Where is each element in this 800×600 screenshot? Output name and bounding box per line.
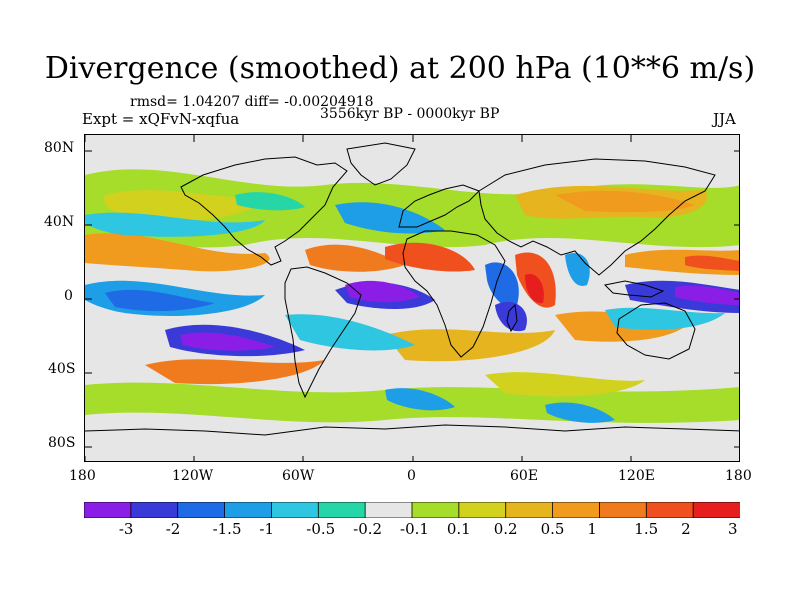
colorbar-label: -3 (118, 520, 134, 538)
y-axis-label-40n: 40N (44, 214, 75, 230)
coastlines (85, 142, 739, 436)
colorbar-label: 3 (728, 520, 738, 538)
contour-region-neg15-25 (485, 262, 519, 307)
x-axis-label-120w: 120W (172, 468, 214, 484)
divergence-field-map (85, 135, 739, 461)
contour-region-neg1-17 (335, 202, 445, 234)
coastline-australia (616, 302, 696, 360)
colorbar-swatch (224, 502, 273, 518)
map-panel (84, 134, 740, 462)
contour-region-pos05-12 (385, 329, 555, 362)
contour-region-pos2-10 (685, 255, 739, 271)
colorbar-swatch (130, 502, 179, 518)
colorbar-label: -2 (165, 520, 181, 538)
contour-region-neg15-19 (105, 289, 215, 312)
colorbar-swatch (692, 502, 740, 518)
contour-region-pos02-1 (104, 190, 276, 222)
season-label: JJA (713, 110, 736, 128)
colorbar-swatch (599, 502, 648, 518)
contour-region-pos1-4 (85, 233, 270, 272)
colorbar-swatch (505, 502, 554, 518)
contour-region-pos2-6 (385, 242, 475, 272)
colorbar-swatch (411, 502, 460, 518)
coastline-south-america (284, 266, 362, 399)
coastline-indonesia (603, 280, 665, 298)
y-axis-label-80n: 80N (44, 140, 75, 156)
colorbar-swatch (317, 502, 367, 518)
colorbar-label: 0.1 (446, 520, 471, 538)
coastline-antarctica (85, 424, 739, 436)
colorbar-label: 2 (681, 520, 691, 538)
contour-region-neg02-33 (235, 192, 305, 211)
contour-region-pos02-15 (485, 372, 645, 397)
coastline-madagascar (506, 303, 518, 333)
contour-region-neg1-31 (385, 388, 455, 411)
contour-region-neg1-32 (545, 402, 615, 423)
colorbar-swatch (645, 502, 695, 518)
contour-region-pos3-8 (525, 274, 544, 304)
coastline-asia (478, 158, 716, 276)
contour-region-neg3-21 (180, 332, 275, 351)
colorbar-swatch (271, 502, 320, 518)
x-axis-label-60w: 60W (282, 468, 315, 484)
x-axis-label-180e: 180 (725, 468, 752, 484)
colorbar-swatch (84, 502, 132, 518)
colorbar-label: 0.2 (493, 520, 518, 538)
contour-region-pos15-11 (145, 359, 325, 385)
colorbar-label: -0.1 (400, 520, 429, 538)
stats-line: rmsd= 1.04207 diff= -0.00204918 (130, 94, 374, 110)
colorbar-label: -0.5 (306, 520, 336, 538)
contour-region-pos1-3 (555, 190, 695, 213)
x-axis-label-120e: 120E (618, 468, 655, 484)
colorbar-label: -1.5 (212, 520, 242, 538)
colorbar-label: 1.5 (634, 520, 659, 538)
contour-region-neg05-30 (605, 307, 725, 330)
colorbar-label: 0.5 (540, 520, 565, 538)
colorbar-label: 1 (587, 520, 597, 538)
colorbar-label: -0.2 (353, 520, 383, 538)
colorbar-swatch (177, 502, 226, 518)
contour-region-pos15-5 (305, 244, 405, 272)
contour-region-neg3-24 (345, 280, 420, 303)
colorbar-swatch (552, 502, 601, 518)
contour-region-neg2-26 (495, 301, 527, 332)
x-axis-label-0: 0 (407, 468, 416, 484)
y-axis-label-80s: 80S (48, 435, 76, 451)
contour-region-neg3-29 (675, 285, 739, 305)
plot-title: Divergence (smoothed) at 200 hPa (10**6 … (44, 51, 756, 86)
divergence-contours (85, 169, 739, 423)
contour-region-neg05-22 (285, 314, 415, 351)
coastline-africa (402, 230, 506, 358)
axis-ticks (85, 135, 739, 461)
colorbar-swatch (364, 502, 413, 518)
x-axis-label-60e: 60E (510, 468, 539, 484)
x-axis-label-180w: 180 (69, 468, 96, 484)
y-axis-label-40s: 40S (48, 361, 76, 377)
contour-region-neg05-16 (85, 212, 265, 237)
colorbar-label: -1 (259, 520, 275, 538)
coastline-north-america (180, 156, 348, 266)
colorbar (84, 502, 740, 518)
experiment-label: Expt = xQFvN-xqfua (82, 110, 240, 128)
contour-region-neg1-27 (565, 253, 590, 286)
y-axis-label-equator: 0 (64, 288, 73, 304)
coastline-greenland (346, 142, 416, 186)
colorbar-swatch (458, 502, 507, 518)
period-label: 3556kyr BP - 0000kyr BP (320, 106, 500, 122)
